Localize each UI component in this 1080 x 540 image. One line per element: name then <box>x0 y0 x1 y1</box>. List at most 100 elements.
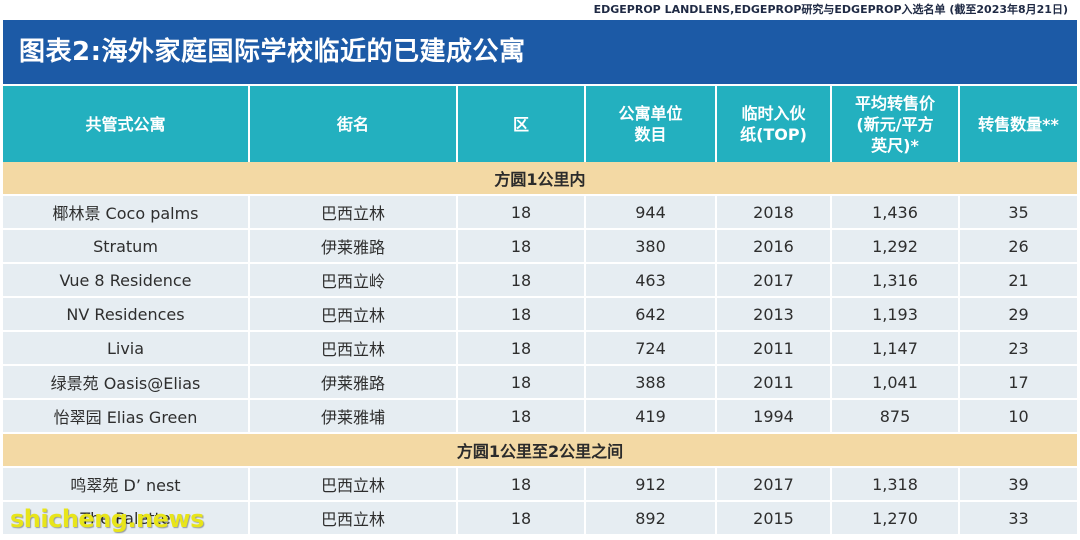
section-row: 方圆1公里内 <box>3 162 1077 196</box>
column-header-line: 公寓单位 <box>618 104 683 123</box>
column-header-line: 临时入伙 <box>741 104 806 123</box>
table-cell: 1,193 <box>831 297 960 332</box>
source-note: EDGEPROP LANDLENS,EDGEPROP研究与EDGEPROP入选名… <box>593 3 1068 16</box>
figure-title: 图表2:海外家庭国际学校临近的已建成公寓 <box>3 20 1077 84</box>
table-cell: 18 <box>457 331 586 366</box>
column-header: 平均转售价 (新元/平方 英尺)* <box>831 86 960 162</box>
table-cell: 2016 <box>716 229 832 264</box>
table-cell: 944 <box>585 195 717 230</box>
column-header: 街名 <box>249 86 458 162</box>
table-cell: 2017 <box>716 263 832 298</box>
table-cell: 18 <box>457 263 586 298</box>
column-header: 临时入伙纸(TOP) <box>716 86 832 162</box>
table-cell: 1,316 <box>831 263 960 298</box>
table-cell: 18 <box>457 297 586 332</box>
table-row: 椰林景 Coco palms 巴西立林 18 944 2018 1,436 35 <box>3 195 1077 230</box>
table-cell: 1,270 <box>831 501 960 536</box>
column-header-line: 共管式公寓 <box>85 114 166 134</box>
apartment-table: 共管式公寓 街名区公寓单位 数目 临时入伙 纸(TOP) 平均转售价 (新元/平方 英尺)* 转… <box>3 86 1077 536</box>
table-cell: 巴西立林 <box>249 331 458 366</box>
table-row: 绿景苑 Oasis@Elias 伊莱雅路 18 388 2011 1,041 17 <box>3 365 1077 400</box>
table-body: 方圆1公里内 椰林景 Coco palms 巴西立林 18 944 2018 1,436 35… <box>3 162 1077 536</box>
column-header-line: 转售数量** <box>978 114 1059 134</box>
table-cell: 17 <box>959 365 1077 400</box>
column-header: 共管式公寓 <box>3 86 250 162</box>
table-cell: 26 <box>959 229 1077 264</box>
table-cell: Vue 8 Residence <box>3 263 250 298</box>
table-row: 鸣翠苑 D’ nest 巴西立林 18 912 2017 1,318 39 <box>3 467 1077 502</box>
table-cell: 巴西立岭 <box>249 263 458 298</box>
table-cell: 绿景苑 Oasis@Elias <box>3 365 250 400</box>
table-cell: 伊莱雅埔 <box>249 399 458 434</box>
section-label: 方圆1公里内 <box>3 162 1077 196</box>
column-header-line: (新元/平方 <box>856 114 934 134</box>
table-row: The Palette 巴西立林 18 892 2015 1,270 33 <box>3 501 1077 536</box>
table-cell: 23 <box>959 331 1077 366</box>
table-cell: 2017 <box>716 467 832 502</box>
section-row: 方圆1公里至2公里之间 <box>3 433 1077 468</box>
table-cell: 1,318 <box>831 467 960 502</box>
table-cell: 椰林景 Coco palms <box>3 195 250 230</box>
column-header-line: 数目 <box>634 125 667 144</box>
column-header-line: 纸(TOP) <box>740 125 807 144</box>
table-cell: 18 <box>457 501 586 536</box>
watermark-logo: shicheng.news <box>10 505 204 533</box>
table-cell: 鸣翠苑 D’ nest <box>3 467 250 502</box>
table-cell: 2013 <box>716 297 832 332</box>
section-label: 方圆1公里至2公里之间 <box>3 433 1077 468</box>
column-header-line: 平均转售价 <box>854 93 935 113</box>
table-cell: 巴西立林 <box>249 297 458 332</box>
table-cell: 18 <box>457 195 586 230</box>
table-cell: 463 <box>585 263 717 298</box>
table-cell: 2015 <box>716 501 832 536</box>
table-cell: 巴西立林 <box>249 501 458 536</box>
table-cell: 388 <box>585 365 717 400</box>
table-cell: 380 <box>585 229 717 264</box>
table-cell: 39 <box>959 467 1077 502</box>
table-row: 怡翠园 Elias Green 伊莱雅埔 18 419 1994 875 10 <box>3 399 1077 434</box>
table-cell: 33 <box>959 501 1077 536</box>
table-cell: 10 <box>959 399 1077 434</box>
column-header-line: 街名 <box>336 114 369 134</box>
table-cell: 1,436 <box>831 195 960 230</box>
table-cell: 18 <box>457 229 586 264</box>
table-cell: Livia <box>3 331 250 366</box>
table-cell: 2011 <box>716 331 832 366</box>
table-cell: 1,292 <box>831 229 960 264</box>
table-cell: Stratum <box>3 229 250 264</box>
table-cell: 伊莱雅路 <box>249 365 458 400</box>
column-header: 公寓单位 数目 <box>585 86 717 162</box>
table-row: Livia 巴西立林 18 724 2011 1,147 23 <box>3 331 1077 366</box>
table-cell: 1,041 <box>831 365 960 400</box>
table-cell: 巴西立林 <box>249 467 458 502</box>
table-cell: 18 <box>457 365 586 400</box>
table-cell: The Palette <box>3 501 250 536</box>
table-cell: 伊莱雅路 <box>249 229 458 264</box>
table-cell: 29 <box>959 297 1077 332</box>
table-row: NV Residences 巴西立林 18 642 2013 1,193 29 <box>3 297 1077 332</box>
table-row: Stratum 伊莱雅路 18 380 2016 1,292 26 <box>3 229 1077 264</box>
table-cell: 1994 <box>716 399 832 434</box>
table-cell: 419 <box>585 399 717 434</box>
table-cell: 724 <box>585 331 717 366</box>
table-row: Vue 8 Residence 巴西立岭 18 463 2017 1,316 21 <box>3 263 1077 298</box>
header-row: 共管式公寓 街名区公寓单位 数目 临时入伙 纸(TOP) 平均转售价 (新元/平方 英尺)* 转… <box>3 86 1077 162</box>
table-cell: 35 <box>959 195 1077 230</box>
table-cell: 巴西立林 <box>249 195 458 230</box>
table-cell: 2018 <box>716 195 832 230</box>
table-cell: 怡翠园 Elias Green <box>3 399 250 434</box>
column-header: 转售数量** <box>959 86 1077 162</box>
table-cell: 18 <box>457 399 586 434</box>
table-cell: NV Residences <box>3 297 250 332</box>
table-cell: 2011 <box>716 365 832 400</box>
table-cell: 1,147 <box>831 331 960 366</box>
table-cell: 892 <box>585 501 717 536</box>
table-cell: 875 <box>831 399 960 434</box>
column-header-line: 英尺)* <box>871 135 919 155</box>
table-cell: 21 <box>959 263 1077 298</box>
column-header-line: 区 <box>512 114 529 134</box>
table-cell: 642 <box>585 297 717 332</box>
table-cell: 18 <box>457 467 586 502</box>
table-cell: 912 <box>585 467 717 502</box>
column-header: 区 <box>457 86 586 162</box>
